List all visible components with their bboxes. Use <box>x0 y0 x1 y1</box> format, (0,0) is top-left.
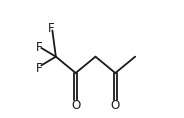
Text: O: O <box>111 99 120 112</box>
Text: O: O <box>71 99 80 112</box>
Text: F: F <box>36 62 43 75</box>
Text: F: F <box>48 22 54 35</box>
Text: F: F <box>36 41 43 54</box>
